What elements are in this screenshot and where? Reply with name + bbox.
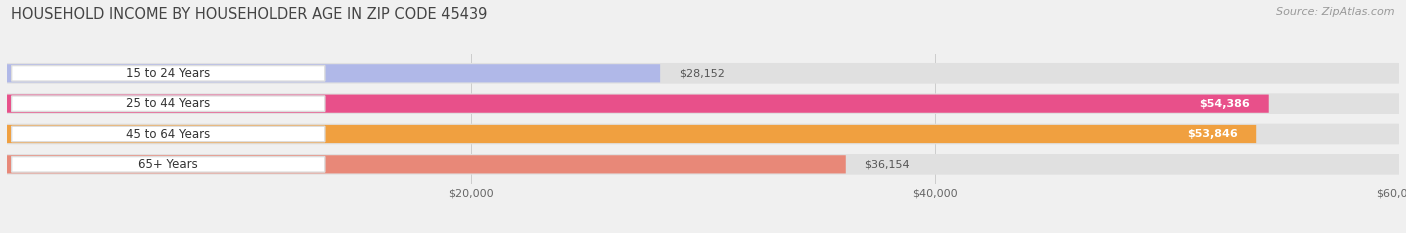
Text: 25 to 44 Years: 25 to 44 Years [127, 97, 211, 110]
FancyBboxPatch shape [7, 155, 846, 173]
Text: $28,152: $28,152 [679, 68, 724, 78]
Text: 45 to 64 Years: 45 to 64 Years [127, 127, 211, 140]
FancyBboxPatch shape [7, 64, 661, 82]
FancyBboxPatch shape [11, 96, 325, 111]
FancyBboxPatch shape [7, 125, 1256, 143]
Text: HOUSEHOLD INCOME BY HOUSEHOLDER AGE IN ZIP CODE 45439: HOUSEHOLD INCOME BY HOUSEHOLDER AGE IN Z… [11, 7, 488, 22]
FancyBboxPatch shape [11, 65, 325, 81]
Text: Source: ZipAtlas.com: Source: ZipAtlas.com [1277, 7, 1395, 17]
FancyBboxPatch shape [11, 157, 325, 172]
FancyBboxPatch shape [7, 63, 1399, 84]
FancyBboxPatch shape [7, 93, 1399, 114]
Text: $36,154: $36,154 [865, 159, 910, 169]
FancyBboxPatch shape [7, 124, 1399, 144]
FancyBboxPatch shape [7, 154, 1399, 175]
FancyBboxPatch shape [11, 126, 325, 142]
FancyBboxPatch shape [7, 95, 1268, 113]
Text: 65+ Years: 65+ Years [138, 158, 198, 171]
Text: $54,386: $54,386 [1199, 99, 1250, 109]
Text: 15 to 24 Years: 15 to 24 Years [127, 67, 211, 80]
Text: $53,846: $53,846 [1187, 129, 1237, 139]
